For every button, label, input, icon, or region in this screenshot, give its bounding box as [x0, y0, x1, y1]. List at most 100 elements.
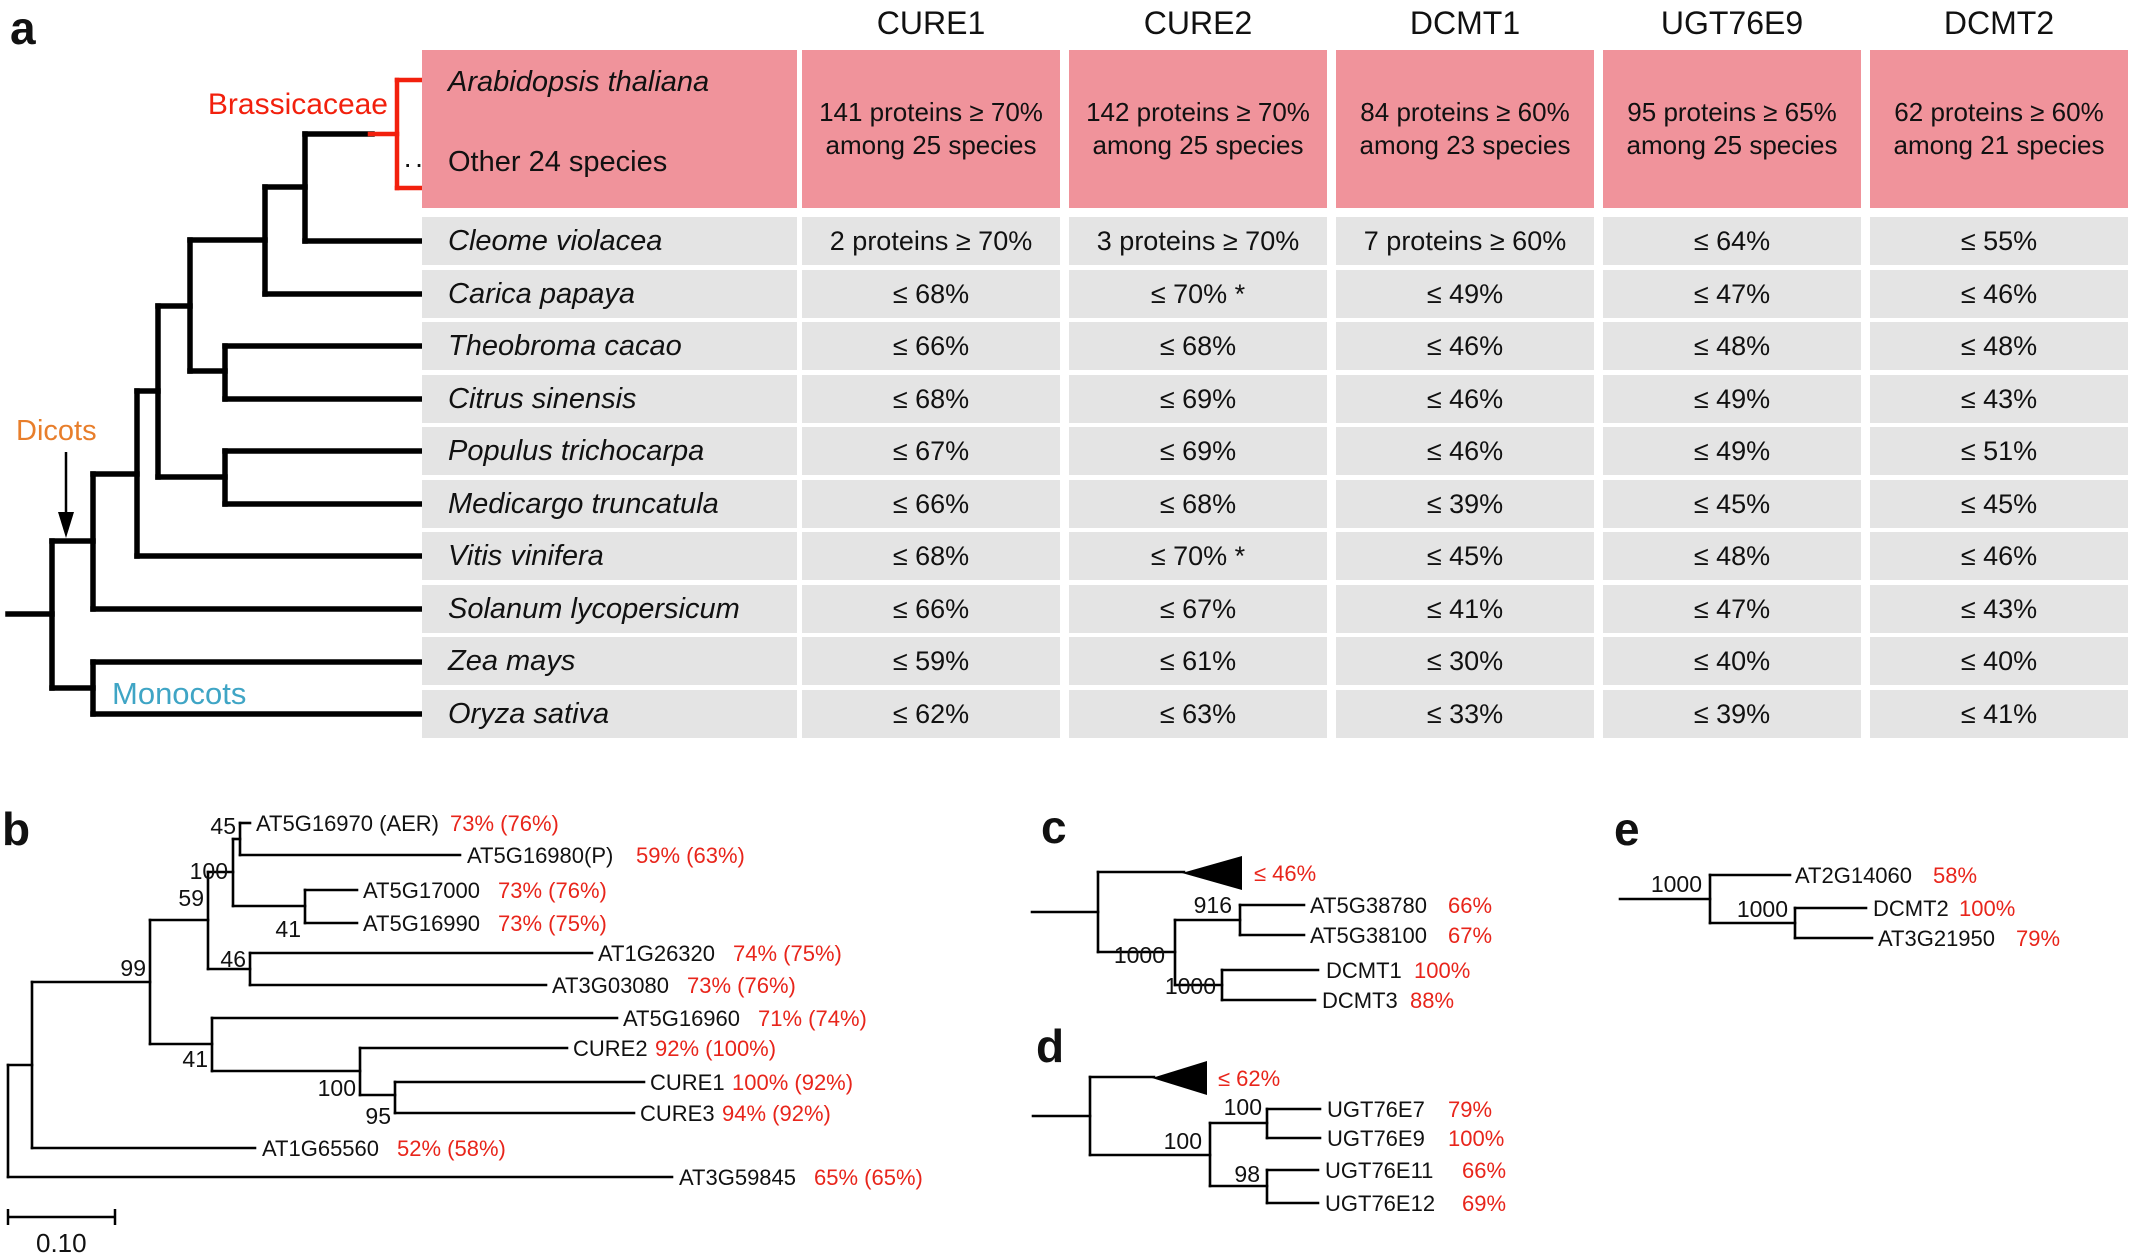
gene-label: AT5G16980(P)	[467, 843, 613, 868]
table-cell: ≤ 46%	[1336, 375, 1594, 423]
column-header: UGT76E9	[1660, 4, 1804, 41]
column-header: DCMT1	[1409, 4, 1521, 41]
gene-label: CURE2	[573, 1036, 648, 1061]
gene-label: UGT76E7	[1327, 1097, 1425, 1122]
collapsed-clade-pct: ≤ 62%	[1218, 1066, 1280, 1091]
bootstrap: 98	[1234, 1161, 1260, 1187]
identity-pct: 79%	[2016, 926, 2060, 951]
table-cell: ≤ 48%	[1603, 532, 1861, 580]
gene-label: UGT76E11	[1325, 1158, 1433, 1183]
identity-pct: 73% (75%)	[498, 911, 607, 936]
table-cell: ≤ 66%	[802, 480, 1060, 528]
panel-a-label: a	[10, 2, 36, 54]
species-cell: Cleome violacea	[422, 217, 797, 265]
bootstrap: 1000	[1114, 942, 1165, 968]
gene-label: AT3G03080	[552, 973, 669, 998]
highlight-species-cell: Arabidopsis thaliana Other 24 species	[422, 50, 797, 208]
bootstrap: 41	[275, 916, 301, 942]
identity-pct: 100% (92%)	[732, 1070, 853, 1095]
table-cell: ≤ 45%	[1870, 480, 2128, 528]
table-cell: ≤ 70% *	[1069, 270, 1327, 318]
table-cell: ≤ 46%	[1870, 270, 2128, 318]
gene-label: AT1G65560	[262, 1136, 379, 1161]
table-cell: ≤ 49%	[1336, 270, 1594, 318]
identity-pct: 66%	[1448, 893, 1492, 918]
table-cell: ≤ 51%	[1870, 427, 2128, 475]
gene-label: CURE1	[650, 1070, 725, 1095]
panel-e-tree	[1618, 873, 1874, 940]
identity-pct: 74% (75%)	[733, 941, 842, 966]
table-cell: ≤ 68%	[802, 375, 1060, 423]
collapsed-clade-pct: ≤ 46%	[1254, 861, 1316, 886]
species-cell: Vitis vinifera	[422, 532, 797, 580]
identity-pct: 73% (76%)	[498, 878, 607, 903]
gene-label: AT5G17000	[363, 878, 480, 903]
table-cell: ≤ 48%	[1870, 322, 2128, 370]
column-header: DCMT2	[1943, 4, 2055, 41]
table-cell: ≤ 67%	[802, 427, 1060, 475]
identity-pct: 100%	[1414, 958, 1470, 983]
summary-line: 84 proteins ≥ 60%	[1360, 97, 1570, 127]
identity-pct: 79%	[1448, 1097, 1492, 1122]
gene-label: DCMT2	[1873, 896, 1949, 921]
table-cell: ≤ 47%	[1603, 585, 1861, 633]
identity-pct: 65% (65%)	[814, 1165, 923, 1190]
gene-label: AT2G14060	[1795, 863, 1912, 888]
summary-line: among 23 species	[1359, 130, 1571, 160]
panel-b-label: b	[2, 803, 30, 855]
summary-line: among 25 species	[1092, 130, 1304, 160]
identity-pct: 73% (76%)	[450, 811, 559, 836]
species-cell: Solanum lycopersicum	[422, 585, 797, 633]
identity-pct: 59% (63%)	[636, 843, 745, 868]
identity-pct: 69%	[1462, 1191, 1506, 1216]
dicots-arrow	[58, 452, 74, 538]
bootstrap: 100	[1224, 1094, 1262, 1120]
highlight-summary-cell: 141 proteins ≥ 70% among 25 species	[802, 50, 1060, 208]
table-cell: ≤ 46%	[1336, 322, 1594, 370]
highlight-summary-cell: 84 proteins ≥ 60% among 23 species	[1336, 50, 1594, 208]
gene-label: CURE3	[640, 1101, 715, 1126]
table-cell: ≤ 63%	[1069, 690, 1327, 738]
table-cell: ≤ 62%	[802, 690, 1060, 738]
table-cell: 7 proteins ≥ 60%	[1336, 217, 1594, 265]
species-tree	[5, 131, 428, 717]
table-cell: ≤ 40%	[1870, 637, 2128, 685]
gene-label: AT5G38780	[1310, 893, 1427, 918]
identity-pct: 71% (74%)	[758, 1006, 867, 1031]
table-cell: ≤ 48%	[1603, 322, 1861, 370]
bootstrap: 1000	[1737, 896, 1788, 922]
table-cell: ≤ 39%	[1336, 480, 1594, 528]
gene-label: AT5G16960	[623, 1006, 740, 1031]
identity-pct: 94% (92%)	[722, 1101, 831, 1126]
identity-pct: 73% (76%)	[687, 973, 796, 998]
bootstrap: 99	[120, 955, 146, 981]
summary-line: 62 proteins ≥ 60%	[1894, 97, 2104, 127]
table-cell: ≤ 30%	[1336, 637, 1594, 685]
gene-label: AT3G59845	[679, 1165, 796, 1190]
identity-pct: 92% (100%)	[655, 1036, 776, 1061]
table-cell: ≤ 67%	[1069, 585, 1327, 633]
panel-e-label: e	[1614, 803, 1640, 855]
table-cell: ≤ 68%	[802, 532, 1060, 580]
table-cell: ≤ 68%	[802, 270, 1060, 318]
identity-pct: 100%	[1959, 896, 2015, 921]
table-cell: ≤ 46%	[1870, 532, 2128, 580]
bootstrap: 916	[1194, 892, 1232, 918]
bootstrap: 1000	[1165, 973, 1216, 999]
table-cell: ≤ 43%	[1870, 585, 2128, 633]
table-cell: ≤ 70% *	[1069, 532, 1327, 580]
summary-line: among 21 species	[1893, 130, 2105, 160]
summary-line: 141 proteins ≥ 70%	[819, 97, 1043, 127]
table-cell: ≤ 39%	[1603, 690, 1861, 738]
species-cell: Populus trichocarpa	[422, 427, 797, 475]
panel-d-tree	[1031, 1061, 1322, 1205]
summary-line: 142 proteins ≥ 70%	[1086, 97, 1310, 127]
table-cell: 3 proteins ≥ 70%	[1069, 217, 1327, 265]
collapsed-clade-triangle	[1152, 1061, 1207, 1095]
column-header: CURE1	[876, 4, 986, 41]
brassicaceae-label: Brassicaceae	[208, 88, 388, 121]
gene-label: AT5G16990	[363, 911, 480, 936]
bootstrap: 100	[1164, 1128, 1202, 1154]
table-cell: ≤ 68%	[1069, 322, 1327, 370]
